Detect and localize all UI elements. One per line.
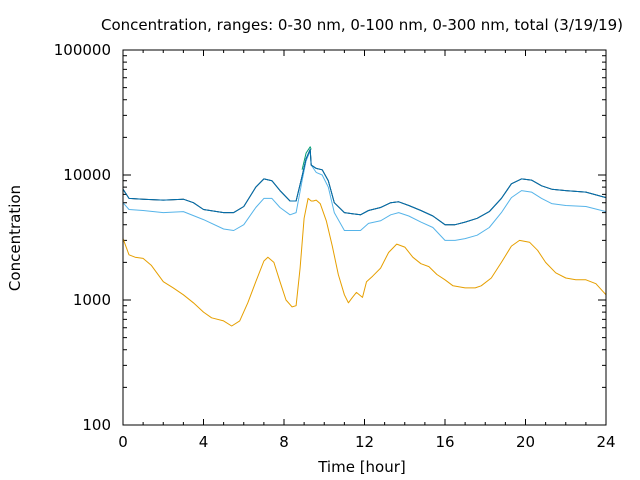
series-line-4 [122, 149, 607, 226]
series-line-2 [122, 150, 607, 241]
x-tick-label: 0 [118, 433, 128, 451]
y-tick-label: 1000 [73, 291, 111, 309]
x-tick-label: 16 [435, 433, 454, 451]
x-tick-label: 4 [199, 433, 209, 451]
plot-frame [122, 49, 607, 426]
series-line-1 [122, 197, 607, 327]
y-tick-label: 100 [82, 416, 111, 434]
y-tick-label: 10000 [63, 166, 111, 184]
series-line-3 [301, 146, 312, 170]
series-line-5 [122, 149, 607, 226]
x-tick-label: 8 [279, 433, 289, 451]
x-axis-label: Time [hour] [317, 458, 406, 476]
y-tick-label: 100000 [54, 41, 111, 59]
x-tick-label: 12 [355, 433, 374, 451]
series-lines [122, 146, 607, 327]
chart-title: Concentration, ranges: 0-30 nm, 0-100 nm… [101, 16, 623, 34]
axis-ticks: 0 4 8 12 16 20 24 100 1000 10000 100000 [54, 41, 616, 451]
x-tick-label: 20 [516, 433, 535, 451]
x-tick-label: 24 [596, 433, 615, 451]
y-axis-label: Concentration [6, 185, 24, 291]
